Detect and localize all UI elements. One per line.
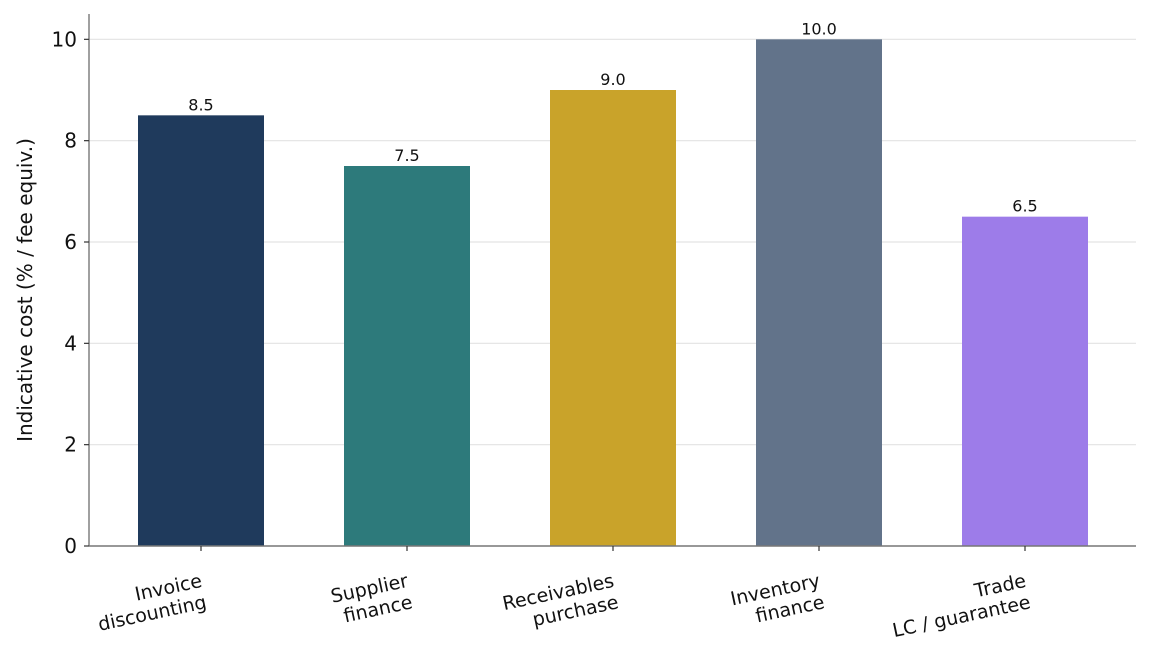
y-axis-label: Indicative cost (% / fee equiv.) [13, 138, 37, 442]
y-tick-label: 10 [52, 27, 77, 51]
y-tick-label: 2 [64, 433, 77, 457]
x-tick-label: Supplierfinance [329, 570, 415, 629]
y-tick-label: 6 [64, 230, 77, 254]
x-tick-label: TradeLC / guarantee [886, 570, 1032, 642]
bar-value-label: 8.5 [188, 95, 213, 114]
bar-value-label: 6.5 [1012, 197, 1037, 216]
x-tick-label: Receivablespurchase [501, 570, 621, 636]
bar [550, 90, 676, 546]
y-tick-label: 8 [64, 129, 77, 153]
y-tick-label: 4 [64, 331, 77, 355]
bar [138, 115, 264, 546]
bar [756, 39, 882, 546]
bar-value-label: 10.0 [801, 19, 837, 38]
bar-value-label: 7.5 [394, 146, 419, 165]
bar [962, 216, 1088, 546]
bar-value-label: 9.0 [600, 70, 625, 89]
bar [344, 166, 470, 546]
x-tick-label: Inventoryfinance [729, 570, 827, 632]
bar-value-labels: 8.5 7.5 9.0 10.0 6.5 [188, 19, 1037, 215]
x-tick-label-line: LC / guarantee [891, 591, 1033, 642]
y-tick-label: 0 [64, 534, 77, 558]
bars [138, 39, 1088, 546]
x-tick-label: Invoicediscounting [92, 570, 209, 636]
